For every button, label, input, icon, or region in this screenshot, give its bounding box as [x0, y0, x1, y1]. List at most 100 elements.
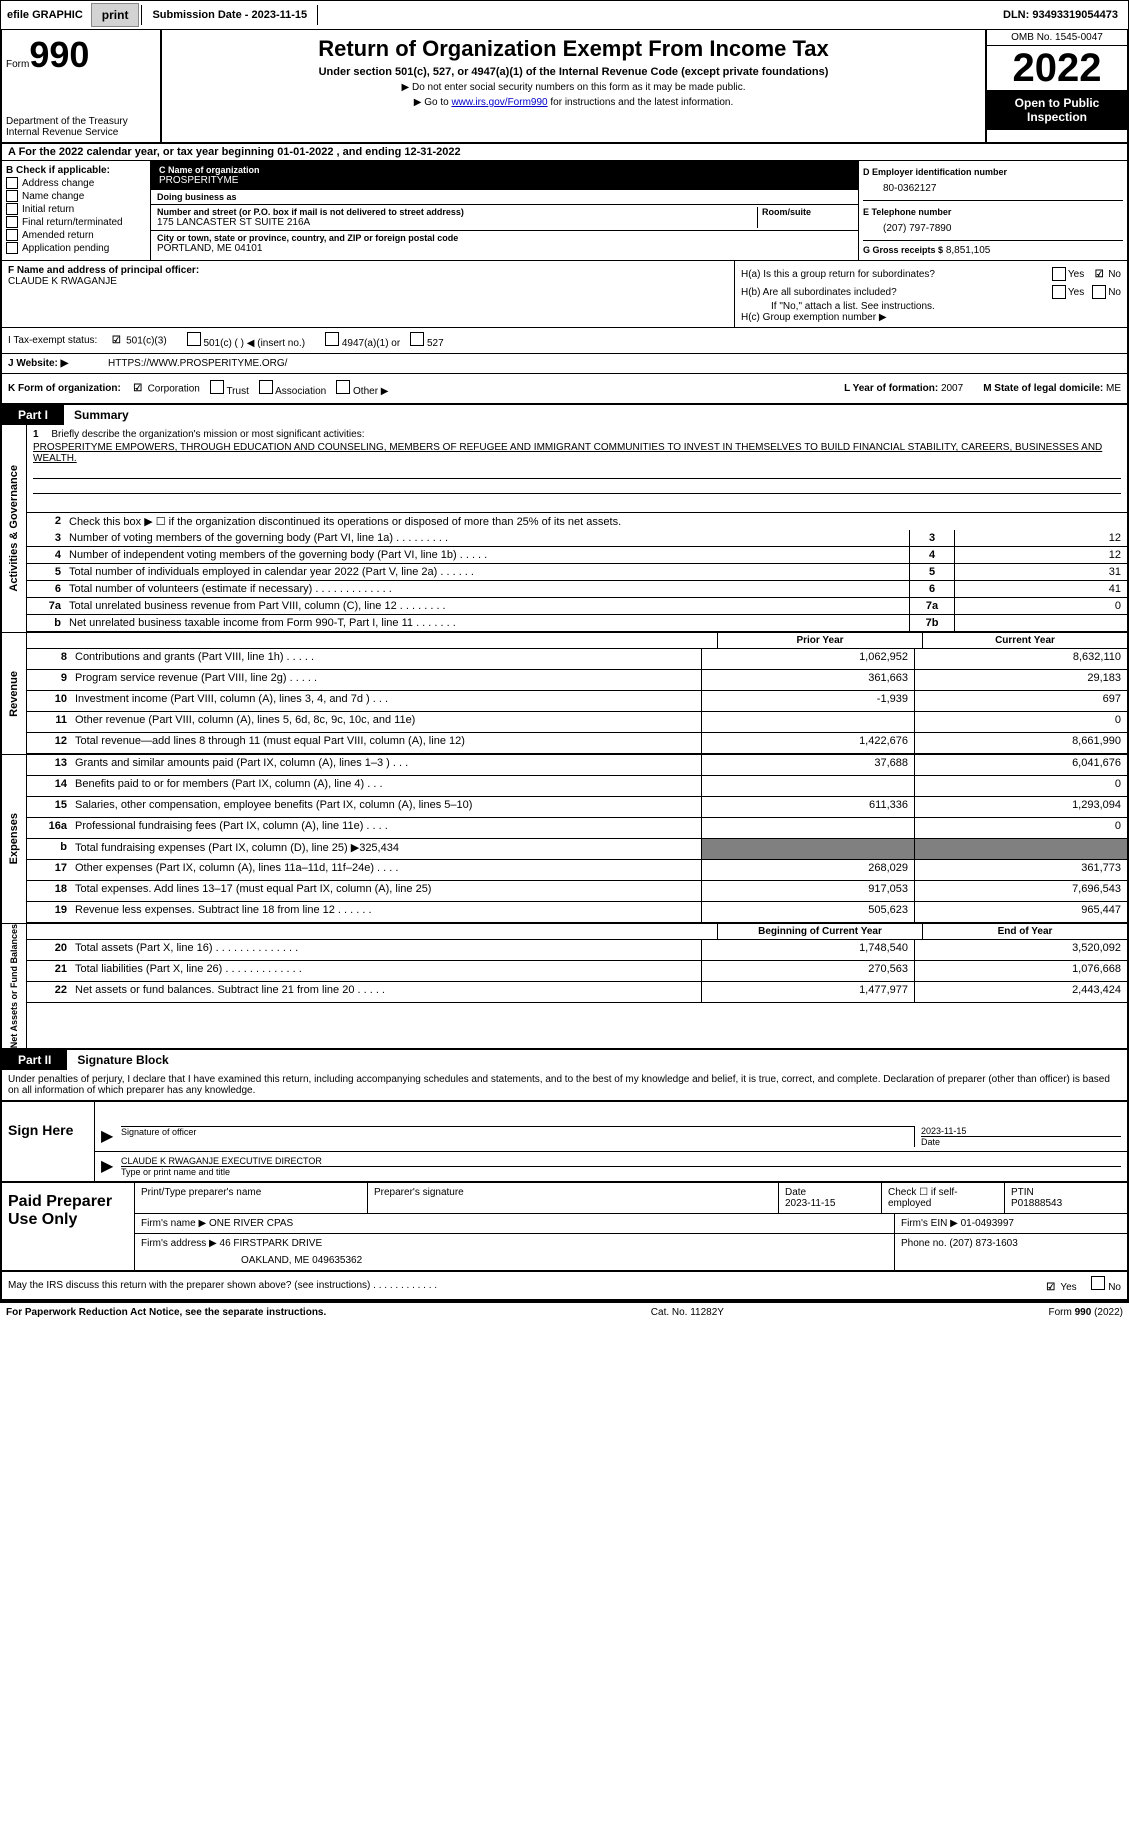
chk-527[interactable]	[410, 332, 424, 346]
irs-link[interactable]: www.irs.gov/Form990	[451, 97, 547, 108]
side-expenses: Expenses	[2, 755, 27, 923]
ha-no-box[interactable]: ☑	[1092, 267, 1106, 281]
gross-label: G Gross receipts $	[863, 245, 943, 255]
line-num: 11	[27, 712, 71, 732]
data-row: 16a Professional fundraising fees (Part …	[27, 818, 1127, 839]
ein-label: D Employer identification number	[863, 167, 1123, 177]
prior-value: 917,053	[701, 881, 915, 901]
prior-value: 611,336	[701, 797, 915, 817]
no-label: No	[1108, 269, 1121, 280]
line-text: Total expenses. Add lines 13–17 (must eq…	[71, 881, 701, 901]
chk-final-return[interactable]: Final return/terminated	[6, 216, 146, 228]
chk-4947[interactable]	[325, 332, 339, 346]
line-boxnum: 7b	[909, 615, 955, 631]
form-subtitle-2: ▶ Do not enter social security numbers o…	[168, 82, 979, 93]
type-name-label: Type or print name and title	[121, 1166, 1121, 1177]
side-label-text: Revenue	[8, 671, 20, 717]
firm-ein-label: Firm's EIN ▶	[901, 1218, 958, 1229]
chk-label: Amended return	[22, 230, 94, 241]
chk-501c[interactable]	[187, 332, 201, 346]
arrow-icon: ▶	[101, 1156, 121, 1177]
current-value: 697	[915, 691, 1127, 711]
summary-row: 3 Number of voting members of the govern…	[27, 530, 1127, 547]
part1-title: Summary	[64, 405, 139, 425]
data-row: 18 Total expenses. Add lines 13–17 (must…	[27, 881, 1127, 902]
hb-yes-box[interactable]	[1052, 285, 1066, 299]
chk-label: Application pending	[22, 243, 109, 254]
opt-501c: 501(c) ( ) ◀ (insert no.)	[203, 338, 305, 349]
chk-application[interactable]: Application pending	[6, 242, 146, 254]
officer-name-value: CLAUDE K RWAGANJE EXECUTIVE DIRECTOR	[121, 1156, 1121, 1166]
line-text: Number of voting members of the governin…	[65, 530, 909, 546]
current-value: 8,632,110	[915, 649, 1127, 669]
website-url: HTTPS://WWW.PROSPERITYME.ORG/	[108, 358, 287, 369]
officer-name: CLAUDE K RWAGANJE	[8, 276, 728, 287]
phone-label: E Telephone number	[863, 207, 1123, 217]
chk-assoc[interactable]	[259, 380, 273, 394]
prior-value: 361,663	[701, 670, 915, 690]
line-boxnum: 6	[909, 581, 955, 597]
sign-here-block: Sign Here ▶ Signature of officer 2023-11…	[0, 1102, 1129, 1183]
line-num: 20	[27, 940, 71, 960]
state-domicile-label: M State of legal domicile:	[983, 383, 1103, 394]
section-c: C Name of organization PROSPERITYME Doin…	[151, 161, 859, 260]
sig-officer-label: Signature of officer	[121, 1126, 914, 1137]
section-j: J Website: ▶ HTTPS://WWW.PROSPERITYME.OR…	[2, 353, 1127, 373]
line-text: Grants and similar amounts paid (Part IX…	[71, 755, 701, 775]
ha-yes-box[interactable]	[1052, 267, 1066, 281]
line-value: 12	[955, 530, 1127, 546]
line-text: Total fundraising expenses (Part IX, col…	[71, 839, 701, 859]
no-label: No	[1108, 287, 1121, 298]
sub3-suffix: for instructions and the latest informat…	[548, 97, 734, 108]
chk-501c3[interactable]: ☑	[109, 334, 123, 348]
data-row: 10 Investment income (Part VIII, column …	[27, 691, 1127, 712]
current-value: 0	[915, 818, 1127, 838]
prior-value: -1,939	[701, 691, 915, 711]
dept-label: Department of the Treasury Internal Reve…	[6, 116, 156, 138]
website-label: J Website: ▶	[8, 358, 108, 369]
chk-corp[interactable]: ☑	[131, 382, 145, 396]
data-row: 9 Program service revenue (Part VIII, li…	[27, 670, 1127, 691]
prior-value	[701, 712, 915, 732]
street-value: 175 LANCASTER ST SUITE 216A	[157, 217, 757, 228]
print-name-label: Print/Type preparer's name	[141, 1187, 361, 1198]
line-text: Program service revenue (Part VIII, line…	[71, 670, 701, 690]
opt-corp: Corporation	[148, 383, 200, 394]
current-value: 1,076,668	[915, 961, 1127, 981]
print-button[interactable]: print	[91, 3, 140, 27]
hb-no-box[interactable]	[1092, 285, 1106, 299]
chk-other[interactable]	[336, 380, 350, 394]
data-row: 19 Revenue less expenses. Subtract line …	[27, 902, 1127, 923]
line-num: 2	[27, 513, 65, 530]
opt-trust: Trust	[226, 386, 248, 397]
discuss-yes-box[interactable]: ☑	[1044, 1281, 1058, 1295]
prior-value	[701, 776, 915, 796]
line-num: 12	[27, 733, 71, 753]
chk-name-change[interactable]: Name change	[6, 190, 146, 202]
line-num: 19	[27, 902, 71, 922]
cat-no: Cat. No. 11282Y	[651, 1307, 724, 1318]
line-text: Other revenue (Part VIII, column (A), li…	[71, 712, 701, 732]
line-text: Total assets (Part X, line 16) . . . . .…	[71, 940, 701, 960]
line-text: Revenue less expenses. Subtract line 18 …	[71, 902, 701, 922]
chk-address-change[interactable]: Address change	[6, 177, 146, 189]
discuss-no-box[interactable]	[1091, 1276, 1105, 1290]
line-num: 16a	[27, 818, 71, 838]
current-value	[915, 839, 1127, 859]
city-value: PORTLAND, ME 04101	[157, 243, 852, 254]
chk-trust[interactable]	[210, 380, 224, 394]
efile-label: efile GRAPHIC	[1, 5, 89, 25]
chk-amended[interactable]: Amended return	[6, 229, 146, 241]
prior-value: 505,623	[701, 902, 915, 922]
chk-initial-return[interactable]: Initial return	[6, 203, 146, 215]
yes-label: Yes	[1068, 287, 1084, 298]
discuss-text: May the IRS discuss this return with the…	[8, 1280, 437, 1291]
line-text: Total unrelated business revenue from Pa…	[65, 598, 909, 614]
firm-name: ONE RIVER CPAS	[209, 1218, 293, 1229]
current-value: 965,447	[915, 902, 1127, 922]
prior-value: 1,748,540	[701, 940, 915, 960]
line-boxnum: 7a	[909, 598, 955, 614]
prior-value: 1,477,977	[701, 982, 915, 1002]
ptin-value: P01888543	[1011, 1198, 1121, 1209]
prep-sig-label: Preparer's signature	[374, 1187, 772, 1198]
